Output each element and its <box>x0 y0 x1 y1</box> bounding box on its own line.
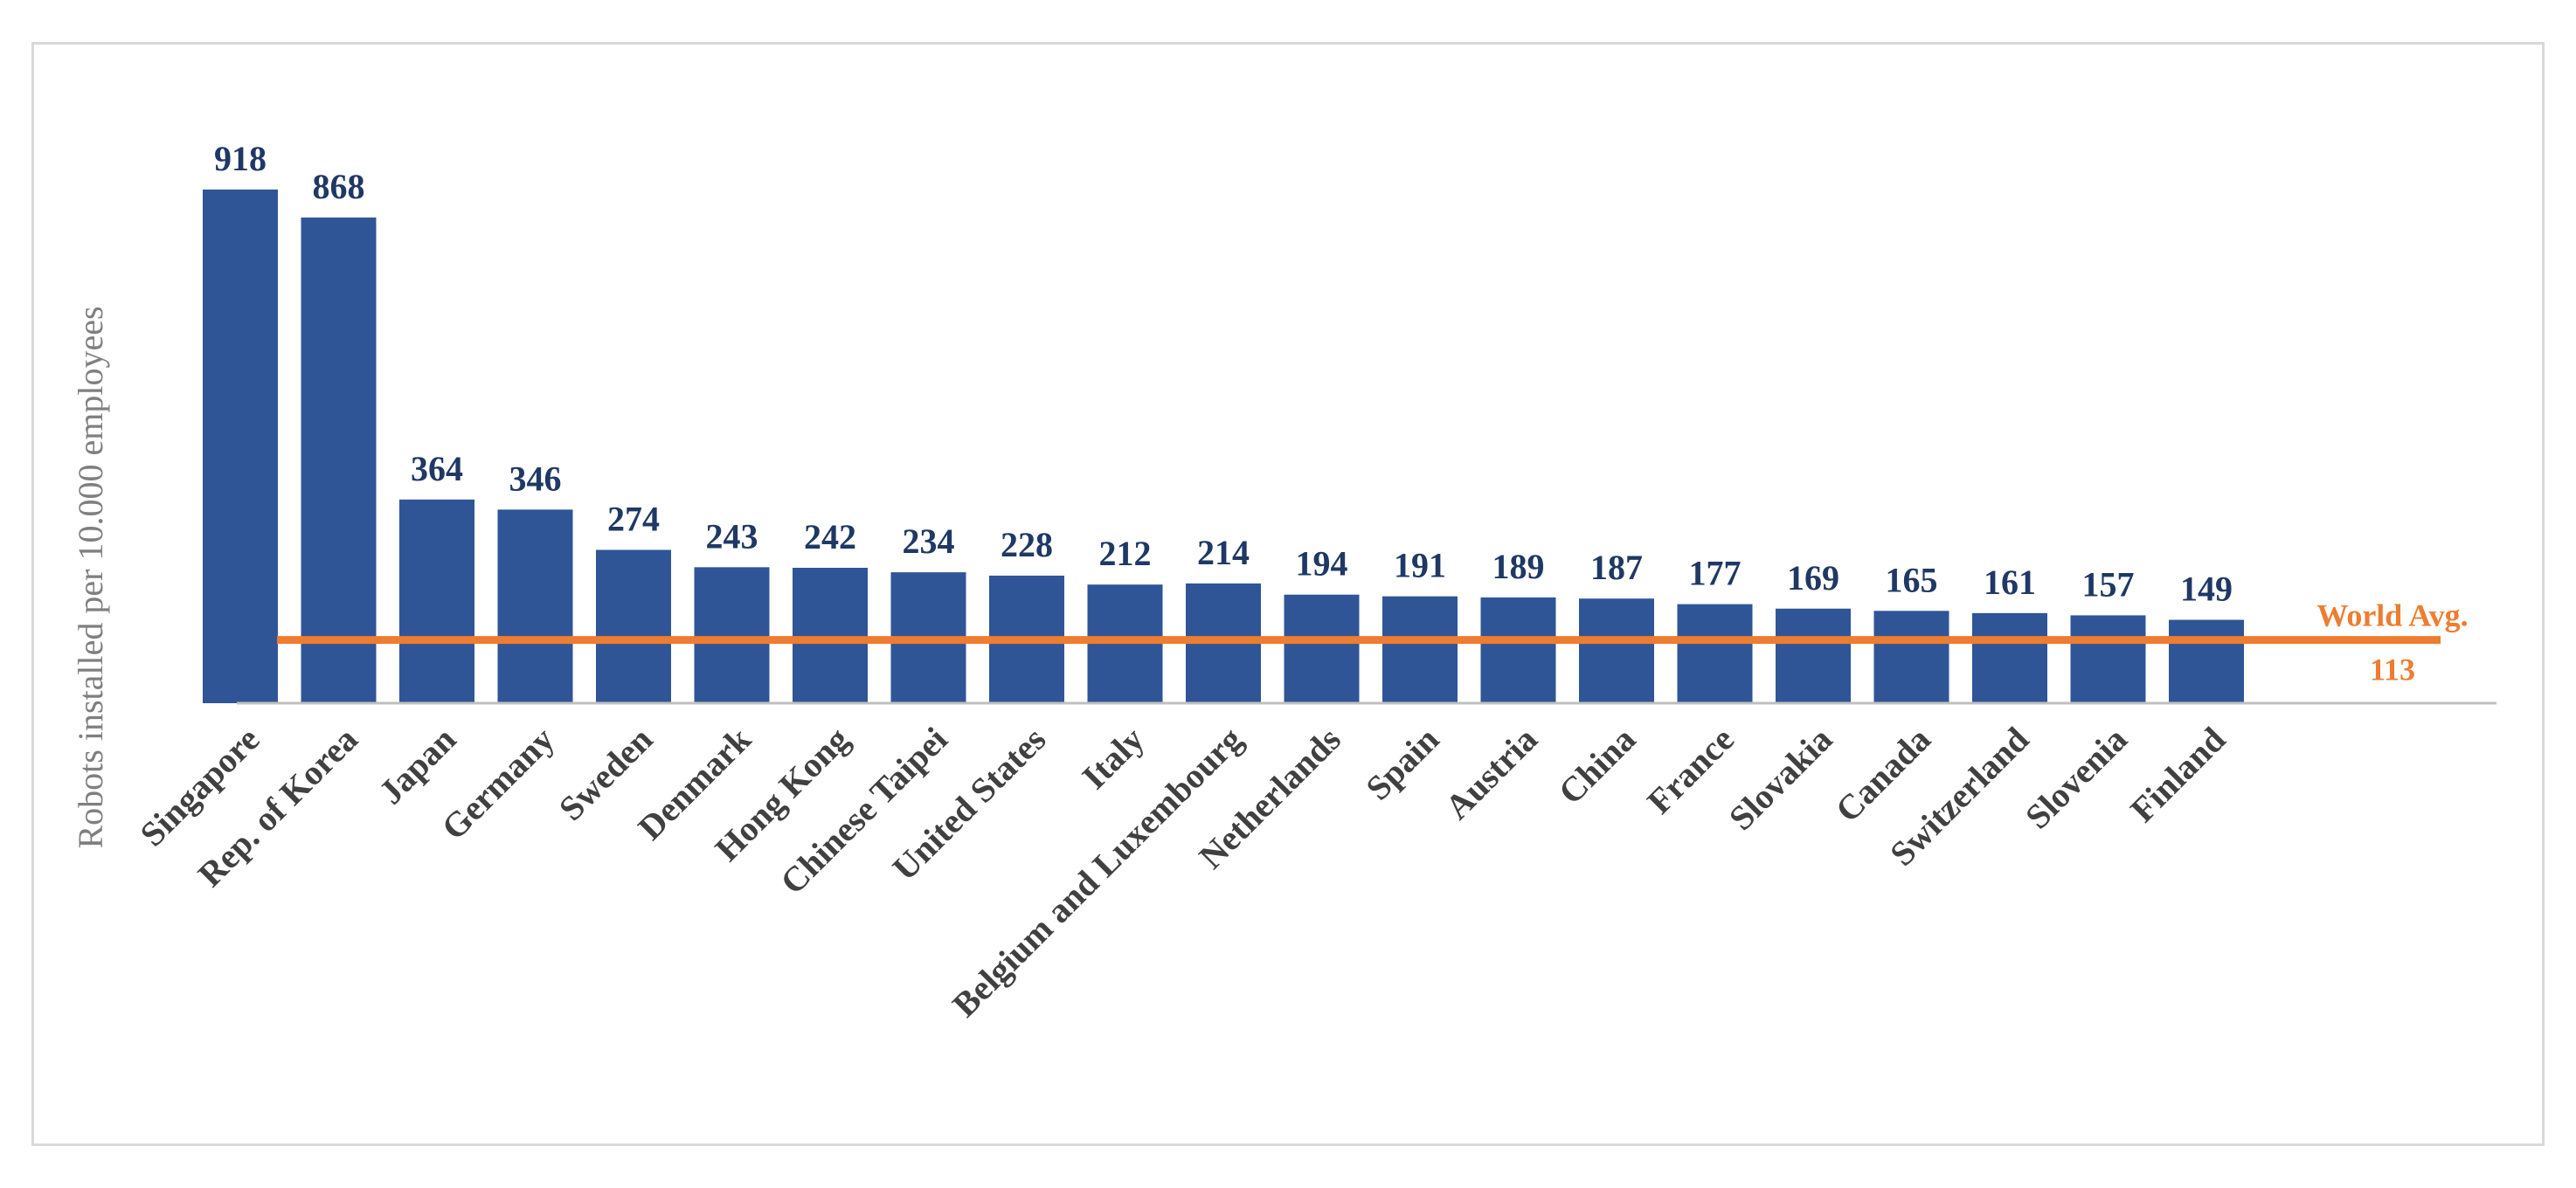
bars-group <box>203 190 2244 704</box>
bar-value-label: 161 <box>1984 563 2036 602</box>
bar <box>1972 612 2047 703</box>
bar-value-label: 214 <box>1197 533 1250 572</box>
bar-value-label: 242 <box>804 517 856 556</box>
bar <box>1382 596 1458 703</box>
bar <box>1480 597 1556 703</box>
bar <box>1579 598 1654 703</box>
bar <box>1677 604 1753 703</box>
x-tick-label: Slovenia <box>2018 720 2135 837</box>
bar-chart: 918 868 364 346 274 243 242 234 228 212 214 194 191 1… <box>71 139 2496 1025</box>
bar <box>497 509 573 703</box>
bar-value-label: 165 <box>1886 560 1938 599</box>
bar-value-label: 189 <box>1492 547 1545 586</box>
value-labels-group: 918 868 364 346 274 243 242 234 228 212 214 194 191 1… <box>214 139 2233 609</box>
bar <box>1776 608 1851 703</box>
x-tick-label: Austria <box>1437 720 1545 827</box>
bar-value-label: 149 <box>2180 570 2233 609</box>
x-tick-label: Finland <box>2122 720 2233 830</box>
x-tick-label: Slovakia <box>1721 720 1840 839</box>
bar-value-label: 191 <box>1394 546 1446 585</box>
bar-value-label: 187 <box>1590 548 1643 587</box>
world-average-label: World Avg. <box>2316 598 2468 633</box>
bar-value-label: 234 <box>903 521 955 561</box>
bar-value-label: 228 <box>1001 525 1053 564</box>
bar-value-label: 169 <box>1787 558 1839 597</box>
bar-value-label: 868 <box>313 167 365 206</box>
bar <box>793 567 868 703</box>
bar-value-label: 212 <box>1099 534 1152 573</box>
bar-value-label: 157 <box>2082 564 2135 604</box>
bar-value-label: 194 <box>1296 544 1348 584</box>
x-tick-label: Japan <box>371 720 464 812</box>
bar <box>1284 594 1360 703</box>
bar-value-label: 346 <box>509 459 562 498</box>
chart-frame: 918 868 364 346 274 243 242 234 228 212 214 194 191 1… <box>31 42 2545 1146</box>
bar-value-label: 364 <box>411 449 463 488</box>
x-tick-label: Italy <box>1074 720 1151 797</box>
bar <box>301 218 377 704</box>
bar-value-label: 918 <box>214 139 267 178</box>
x-tick-label: China <box>1551 720 1644 812</box>
x-tick-label: Spain <box>1358 720 1446 808</box>
bar <box>694 567 770 703</box>
bar <box>399 499 474 703</box>
world-average-value: 113 <box>2370 653 2415 687</box>
bar-value-label: 274 <box>607 499 660 538</box>
bar-value-label: 177 <box>1689 554 1742 593</box>
bar <box>2070 615 2146 703</box>
bar <box>1873 611 1949 703</box>
bar <box>596 549 671 703</box>
bar-value-label: 243 <box>706 516 758 556</box>
y-axis-label: Robots installed per 10.000 employees <box>71 306 110 848</box>
bar <box>203 190 278 703</box>
bar <box>2169 619 2244 703</box>
x-tick-label: Chinese Taipei <box>772 720 955 902</box>
